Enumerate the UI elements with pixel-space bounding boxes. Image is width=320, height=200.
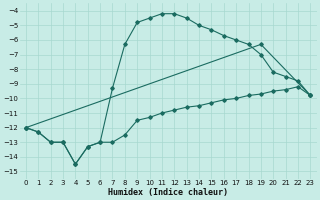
X-axis label: Humidex (Indice chaleur): Humidex (Indice chaleur) bbox=[108, 188, 228, 197]
